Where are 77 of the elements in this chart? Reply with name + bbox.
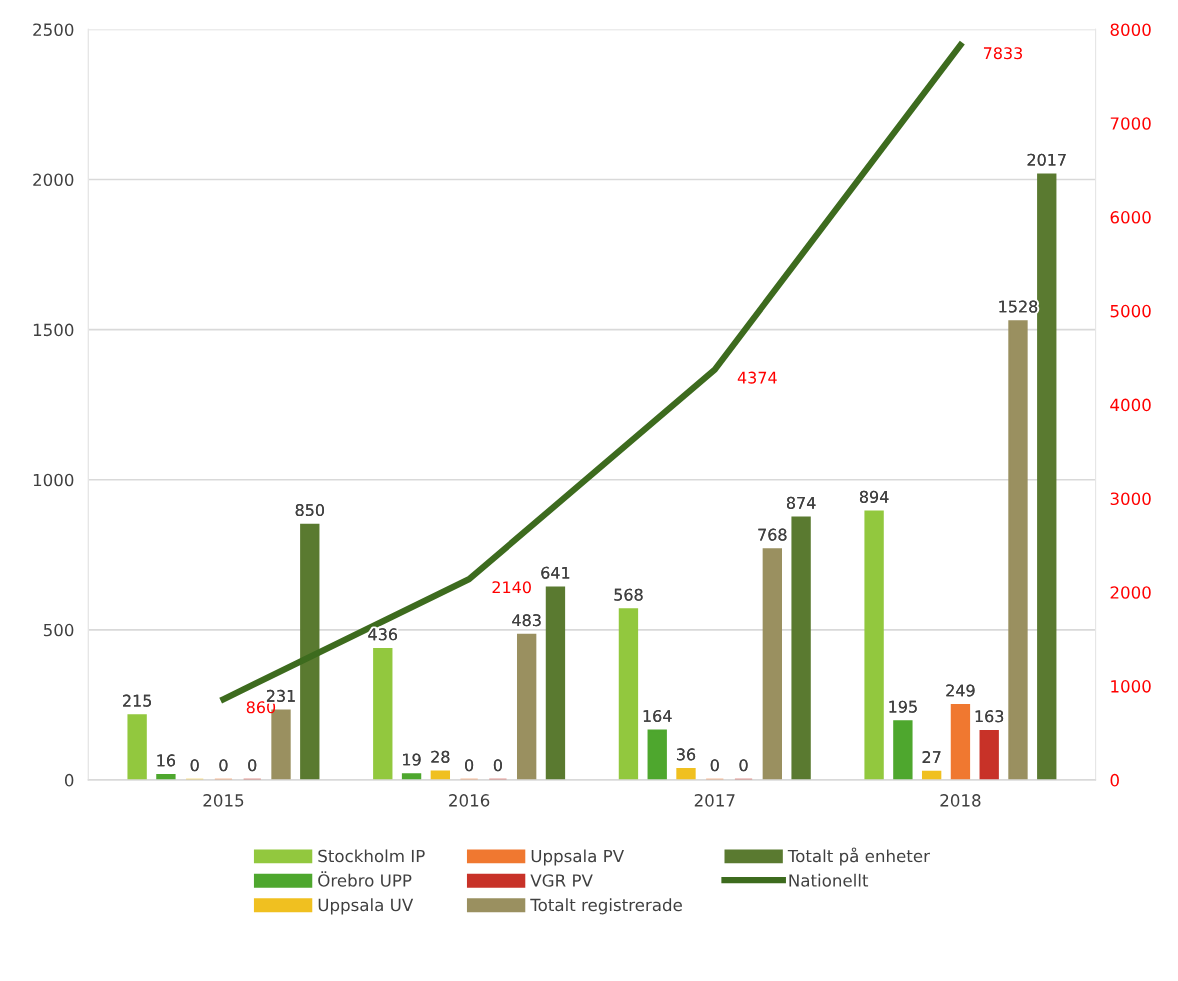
x-tick-label: 2018 bbox=[940, 794, 981, 807]
data-label: 0 bbox=[190, 759, 199, 772]
data-label: 249 bbox=[946, 684, 975, 697]
legend-label: Totalt registrerade bbox=[530, 898, 682, 915]
bar bbox=[791, 516, 811, 780]
data-label: 874 bbox=[786, 496, 816, 509]
bar bbox=[893, 720, 913, 780]
data-label: 27 bbox=[922, 751, 941, 763]
legend-label: Uppsala UV bbox=[318, 898, 414, 915]
data-label: 0 bbox=[710, 759, 719, 772]
legend-label: Totalt på enheter bbox=[787, 847, 930, 866]
bar bbox=[156, 774, 176, 780]
y2-tick-label: 8000 bbox=[1110, 23, 1151, 36]
bar bbox=[401, 773, 422, 780]
data-label: 641 bbox=[541, 566, 570, 579]
y-tick-label: 2000 bbox=[33, 173, 74, 187]
y-tick-label: 2500 bbox=[33, 23, 74, 36]
bar bbox=[950, 704, 971, 780]
y-tick-label: 0 bbox=[64, 773, 74, 787]
y2-tick-label: 7000 bbox=[1110, 117, 1151, 130]
legend-label: Örebro UPP bbox=[318, 871, 412, 887]
data-label: 215 bbox=[123, 694, 151, 707]
data-label: 16 bbox=[157, 754, 176, 767]
legend-label: Stockholm IP bbox=[318, 849, 425, 863]
data-label: 195 bbox=[889, 700, 917, 713]
data-label: 231 bbox=[266, 689, 295, 702]
bar bbox=[545, 586, 566, 780]
y2-tick-label: 6000 bbox=[1110, 211, 1151, 224]
data-label: 894 bbox=[859, 490, 889, 503]
bar bbox=[1008, 320, 1028, 780]
data-label: 568 bbox=[614, 588, 643, 601]
data-label: 0 bbox=[248, 759, 257, 772]
data-label: 7833 bbox=[983, 47, 1023, 60]
bar bbox=[300, 523, 320, 780]
y2-tick-label: 5000 bbox=[1110, 304, 1151, 318]
y2-tick-label: 4000 bbox=[1110, 398, 1151, 412]
data-label: 850 bbox=[295, 504, 324, 517]
data-label: 19 bbox=[403, 753, 421, 766]
data-label: 0 bbox=[219, 759, 228, 772]
data-label: 0 bbox=[739, 759, 748, 772]
bar bbox=[517, 633, 537, 780]
data-label: 0 bbox=[493, 759, 502, 772]
data-label: 36 bbox=[677, 748, 696, 761]
data-label: 163 bbox=[975, 710, 1004, 723]
bar bbox=[618, 608, 639, 780]
bar bbox=[979, 729, 999, 780]
data-label: 4374 bbox=[737, 371, 777, 384]
x-tick-label: 2015 bbox=[203, 794, 244, 807]
bar bbox=[430, 770, 451, 780]
bar bbox=[127, 714, 147, 780]
bar bbox=[373, 647, 393, 780]
x-tick-label: 2016 bbox=[449, 794, 490, 807]
y2-tick-label: 2000 bbox=[1110, 586, 1151, 599]
legend-label: Nationellt bbox=[789, 873, 869, 887]
y2-tick-label: 0 bbox=[1110, 773, 1119, 787]
bar bbox=[647, 729, 667, 780]
legend-label: Uppsala PV bbox=[531, 849, 624, 866]
data-label: 2017 bbox=[1027, 153, 1066, 166]
data-label: 436 bbox=[368, 628, 398, 641]
x-tick-label: 2017 bbox=[694, 794, 735, 807]
data-label: 1528 bbox=[999, 300, 1038, 313]
data-label: 164 bbox=[643, 709, 672, 723]
bar bbox=[676, 768, 696, 780]
bar bbox=[762, 548, 782, 780]
y2-tick-label: 1000 bbox=[1111, 680, 1151, 693]
y-tick-label: 1500 bbox=[33, 323, 74, 337]
data-label: 0 bbox=[465, 759, 474, 772]
data-label: 28 bbox=[431, 750, 450, 763]
data-label: 483 bbox=[512, 614, 541, 627]
bar bbox=[1037, 173, 1057, 780]
y2-tick-label: 3000 bbox=[1110, 492, 1151, 506]
y-tick-label: 1000 bbox=[33, 473, 74, 487]
bar bbox=[864, 510, 884, 780]
data-label: 768 bbox=[758, 528, 787, 541]
y-tick-label: 500 bbox=[43, 623, 74, 637]
legend-label: VGR PV bbox=[530, 874, 593, 887]
data-label: 2140 bbox=[492, 581, 531, 594]
